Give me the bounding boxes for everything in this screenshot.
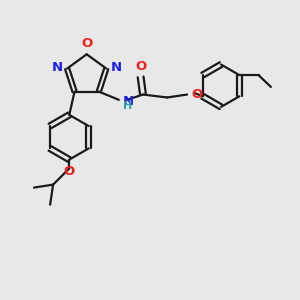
Text: O: O bbox=[82, 38, 93, 50]
Text: O: O bbox=[191, 88, 202, 101]
Text: O: O bbox=[64, 165, 75, 178]
Text: H: H bbox=[123, 101, 132, 111]
Text: N: N bbox=[51, 61, 62, 74]
Text: N: N bbox=[111, 61, 122, 74]
Text: N: N bbox=[123, 94, 134, 107]
Text: O: O bbox=[135, 60, 146, 73]
